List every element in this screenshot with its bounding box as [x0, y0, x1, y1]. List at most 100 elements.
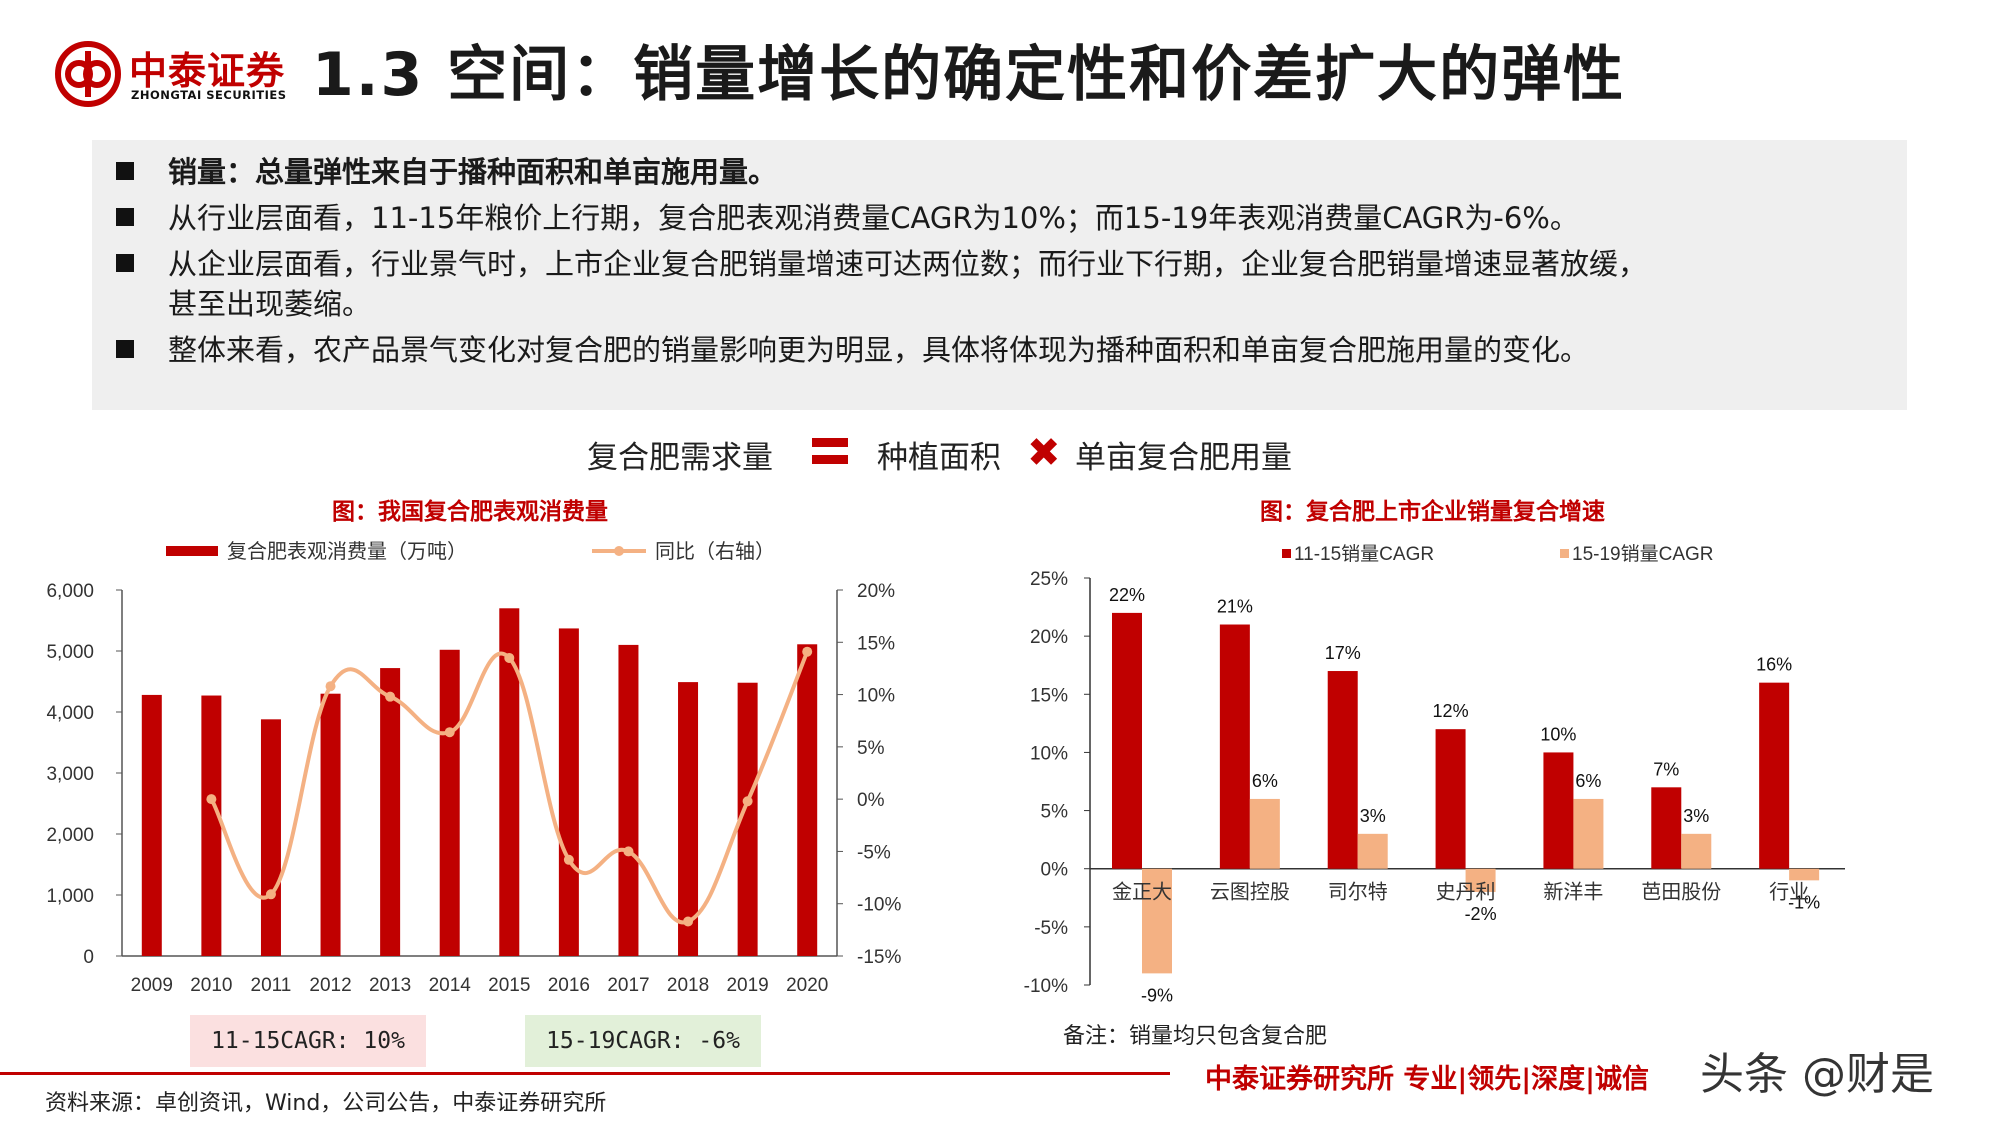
formula-area: 种植面积: [877, 440, 1001, 476]
x-tick-label: 金正大: [1112, 881, 1172, 904]
data-label: 22%: [1109, 585, 1145, 605]
cagr-box-15-19: 15-19CAGR: -6%: [525, 1015, 761, 1067]
data-label: -2%: [1465, 904, 1497, 924]
legend-label: 同比（右轴）: [655, 540, 775, 563]
bullet-square-icon: [116, 162, 134, 180]
data-label: 3%: [1683, 806, 1709, 826]
point-yoy: [444, 727, 455, 738]
bar-consumption: [260, 719, 281, 956]
point-yoy: [385, 691, 396, 702]
data-label: 10%: [1540, 724, 1576, 744]
y-tick-label-right: 10%: [857, 686, 895, 707]
y-tick-label: 25%: [1030, 569, 1068, 590]
formula-demand: 复合肥需求量: [587, 440, 773, 476]
logo-subtext: ZHONGTAI SECURITIES: [131, 88, 287, 102]
legend-label: 复合肥表观消费量（万吨）: [227, 540, 467, 563]
bar-consumption: [201, 695, 222, 956]
chart-title-right: 图：复合肥上市企业销量复合增速: [1260, 499, 1605, 525]
legend-swatch-11-15: [1282, 549, 1291, 558]
x-tick-label: 2017: [607, 975, 649, 996]
point-yoy: [206, 794, 217, 805]
data-label: 17%: [1325, 643, 1361, 663]
data-label: -1%: [1788, 892, 1820, 912]
bar-consumption: [737, 682, 758, 956]
bar-cagr-11-15: [1327, 671, 1358, 869]
cagr-box-11-15: 11-15CAGR: 10%: [190, 1015, 426, 1067]
bar-consumption: [678, 682, 699, 956]
y-tick-label: 10%: [1030, 743, 1068, 764]
x-tick-label: 司尔特: [1328, 881, 1388, 904]
data-label: 3%: [1360, 806, 1386, 826]
legend-label: 15-19销量CAGR: [1572, 543, 1714, 565]
x-tick-label: 2013: [369, 975, 411, 996]
x-tick-label: 行业: [1769, 881, 1809, 904]
y-tick-label: 20%: [1030, 627, 1068, 648]
bar-consumption: [797, 644, 818, 956]
bar-consumption: [499, 608, 520, 956]
bar-cagr-11-15: [1219, 624, 1250, 869]
bar-consumption: [618, 644, 639, 956]
x-tick-label: 2012: [309, 975, 351, 996]
x-tick-label: 2016: [548, 975, 590, 996]
point-yoy: [504, 652, 515, 663]
y-tick-label-right: -15%: [857, 947, 901, 968]
legend-swatch-consumption: [166, 546, 218, 556]
bar-cagr-11-15: [1112, 612, 1142, 869]
logo-text: 中泰证券: [129, 49, 286, 93]
x-tick-label: 2015: [488, 975, 530, 996]
bar-cagr-15-19: [1249, 798, 1280, 869]
x-tick-label: 2009: [131, 975, 173, 996]
x-tick-label: 芭田股份: [1641, 881, 1721, 904]
bar-cagr-15-19: [1573, 798, 1604, 869]
y-tick-label-right: -5%: [857, 842, 891, 863]
chart-note: 备注：销量均只包含复合肥: [1063, 1024, 1328, 1049]
equals-icon: [812, 438, 848, 468]
bar-cagr-15-19: [1357, 833, 1388, 869]
bar-cagr-11-15: [1435, 729, 1466, 869]
y-tick-label: 5%: [1041, 802, 1069, 823]
data-label: 6%: [1575, 771, 1601, 791]
chart-title-left: 图：我国复合肥表观消费量: [332, 499, 608, 525]
data-label: 12%: [1433, 701, 1469, 721]
bar-cagr-15-19: [1465, 868, 1496, 892]
summary-box: 销量：总量弹性来自于播种面积和单亩施用量。 从行业层面看，11-15年粮价上行期…: [92, 140, 1907, 410]
x-tick-label: 史丹利: [1436, 881, 1496, 904]
x-tick-label: 2020: [786, 975, 828, 996]
point-yoy: [802, 646, 813, 657]
x-tick-label: 2018: [667, 975, 709, 996]
chart-company-cagr: 11-15销量CAGR 15-19销量CAGR 25% 20% 15% 10% 5% 0% -5…: [1024, 543, 1845, 1005]
y-tick-label-right: 15%: [857, 633, 895, 654]
footer-divider: [0, 1072, 1170, 1075]
x-tick-label: 2019: [726, 975, 768, 996]
formula-per-mu: 单亩复合肥用量: [1075, 440, 1292, 476]
x-tick-label: 云图控股: [1210, 881, 1290, 904]
chart-consumption: 复合肥表观消费量（万吨） 同比（右轴） 6,000 5,000 4,000 3,000 2,…: [46, 540, 901, 996]
y-tick-label-left: 4,000: [46, 703, 94, 724]
bullet-square-icon: [116, 254, 134, 272]
x-tick-label: 新洋丰: [1543, 881, 1603, 904]
x-tick-label: 2010: [190, 975, 232, 996]
bar-cagr-11-15: [1759, 682, 1790, 869]
y-tick-label-right: -10%: [857, 895, 901, 916]
y-tick-label-left: 1,000: [46, 886, 94, 907]
y-tick-label: 0%: [1041, 860, 1069, 881]
data-label: 16%: [1756, 655, 1792, 675]
y-tick-label-left: 3,000: [46, 764, 94, 785]
point-yoy: [683, 916, 694, 927]
legend-label: 11-15销量CAGR: [1294, 543, 1434, 565]
logo-mark-icon: [55, 41, 121, 107]
footer-brand: 中泰证券研究所 专业|领先|深度|诚信: [1205, 1064, 1649, 1095]
bar-consumption: [439, 649, 460, 956]
y-tick-label: -5%: [1034, 918, 1068, 939]
legend-swatch-15-19: [1560, 549, 1569, 558]
y-tick-label-left: 6,000: [46, 581, 94, 602]
point-yoy: [265, 889, 276, 900]
bar-consumption: [320, 693, 341, 956]
data-label: 7%: [1653, 759, 1679, 779]
bar-cagr-15-19: [1681, 833, 1712, 869]
x-tick-label: 2011: [251, 975, 292, 996]
point-yoy: [623, 846, 634, 857]
y-tick-label: 15%: [1030, 685, 1068, 706]
y-tick-label-right: 0%: [857, 790, 885, 811]
bullet-square-icon: [116, 208, 134, 226]
